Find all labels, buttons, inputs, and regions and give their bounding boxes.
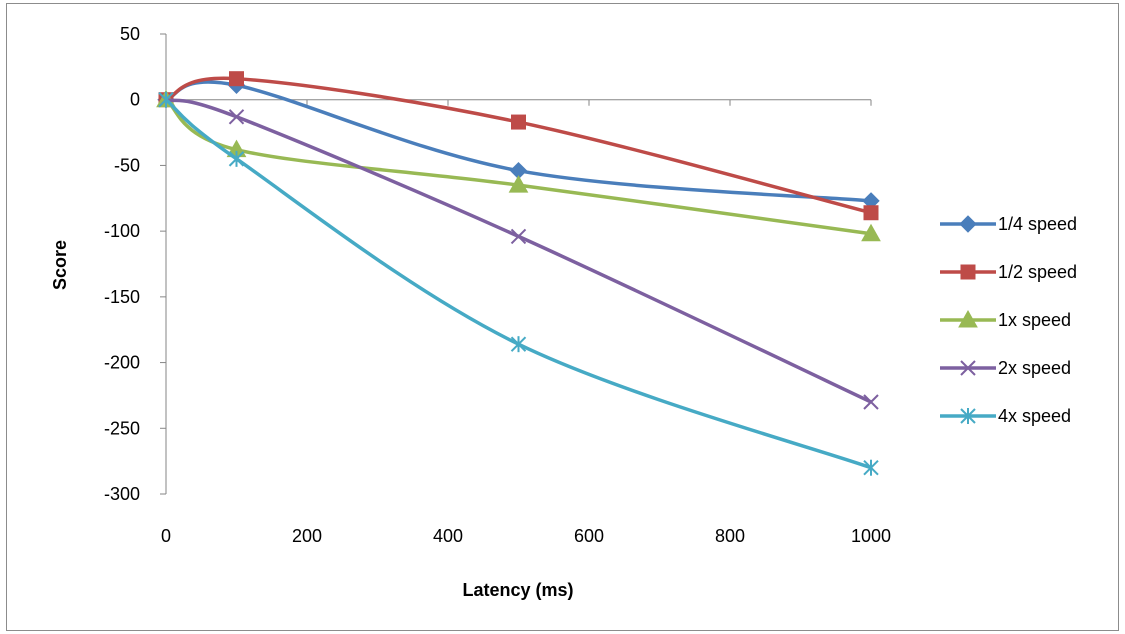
y-tick-label: 50 bbox=[120, 24, 140, 44]
series-line bbox=[164, 98, 872, 470]
y-tick-label: -50 bbox=[114, 155, 140, 175]
chart-frame bbox=[6, 3, 1119, 631]
x-marker bbox=[510, 228, 527, 245]
y-tick-label: -200 bbox=[104, 353, 140, 373]
x-tick-label: 200 bbox=[292, 526, 322, 546]
series-line bbox=[165, 76, 872, 215]
legend: 1/4 speed 1/2 speed 1x speed 2x speed 4x spe… bbox=[940, 214, 1077, 426]
star-marker bbox=[960, 408, 976, 424]
x-tick-label: 400 bbox=[433, 526, 463, 546]
y-tick-label: 0 bbox=[130, 90, 140, 110]
triangle-marker bbox=[861, 223, 881, 242]
x-marker bbox=[960, 360, 976, 376]
legend-item: 1/4 speed bbox=[940, 214, 1077, 234]
legend-label: 1/2 speed bbox=[998, 262, 1077, 282]
star-marker bbox=[158, 91, 174, 108]
x-tick-label: 1000 bbox=[851, 526, 891, 546]
star-marker bbox=[228, 150, 245, 167]
x-marker-stroke bbox=[510, 228, 527, 245]
series-lines bbox=[156, 71, 881, 476]
star-marker bbox=[510, 336, 527, 353]
x-tick-labels: 0 200 400 600 800 1000 bbox=[161, 526, 891, 546]
legend-item: 2x speed bbox=[940, 358, 1071, 378]
y-tick-label: -300 bbox=[104, 484, 140, 504]
triangle-marker bbox=[508, 175, 529, 193]
series-line bbox=[164, 98, 872, 236]
legend-label: 1/4 speed bbox=[998, 214, 1077, 234]
series-2 bbox=[156, 89, 881, 242]
series-line bbox=[165, 80, 872, 203]
x-marker-stroke bbox=[228, 109, 245, 125]
y-axis-title: Score bbox=[50, 240, 70, 290]
legend-item: 4x speed bbox=[940, 406, 1071, 426]
square-marker bbox=[960, 264, 976, 280]
triangle-marker bbox=[958, 309, 978, 328]
y-tick-label: -250 bbox=[104, 418, 140, 438]
y-tick-label: -150 bbox=[104, 287, 140, 307]
legend-item: 1/2 speed bbox=[940, 262, 1077, 282]
legend-label: 1x speed bbox=[998, 310, 1071, 330]
y-tick-label: -100 bbox=[104, 221, 140, 241]
x-axis-title: Latency (ms) bbox=[462, 580, 573, 600]
y-tick-labels: 50 0 -50 -100 -150 -200 -250 -300 bbox=[104, 24, 140, 504]
series-3 bbox=[158, 92, 879, 410]
legend-label: 4x speed bbox=[998, 406, 1071, 426]
x-marker bbox=[863, 394, 879, 410]
star-marker bbox=[863, 459, 879, 476]
x-marker-stroke bbox=[863, 394, 879, 410]
square-marker bbox=[863, 205, 879, 221]
x-tick-label: 600 bbox=[574, 526, 604, 546]
x-tick-label: 800 bbox=[715, 526, 745, 546]
x-marker-stroke bbox=[960, 360, 976, 376]
axes bbox=[160, 33, 872, 495]
x-tick-label: 0 bbox=[161, 526, 171, 546]
diamond-marker bbox=[959, 215, 977, 233]
square-marker bbox=[511, 114, 526, 130]
legend-label: 2x speed bbox=[998, 358, 1071, 378]
x-marker bbox=[228, 109, 245, 125]
square-marker bbox=[229, 71, 244, 87]
series-4 bbox=[158, 91, 879, 476]
series-line bbox=[165, 97, 872, 404]
legend-item: 1x speed bbox=[940, 309, 1071, 330]
